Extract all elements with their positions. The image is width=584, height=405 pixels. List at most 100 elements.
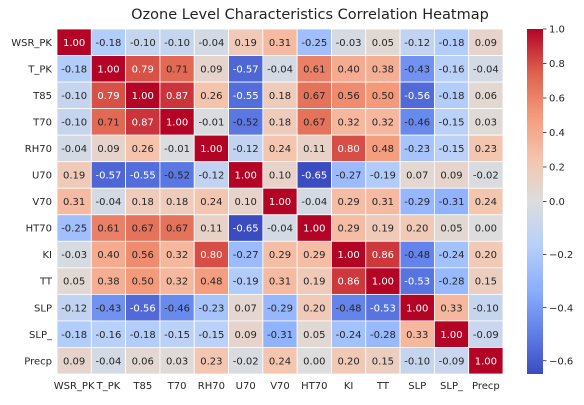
heatmap-cell — [90, 28, 127, 56]
cell-value-label: 0.86 — [372, 250, 394, 261]
cell-value-label: 0.18 — [132, 197, 154, 208]
cell-value-label: -0.18 — [439, 38, 465, 49]
cell-value-label: -0.04 — [267, 224, 293, 235]
heatmap-cell — [159, 240, 195, 269]
cell-value-label: 0.56 — [132, 250, 154, 261]
cell-value-label: -0.04 — [301, 197, 327, 208]
cell-value-label: 0.03 — [475, 117, 497, 128]
heatmap-cell — [90, 161, 127, 189]
cell-value-label: -0.15 — [164, 330, 190, 341]
cell-value-label: -0.09 — [473, 330, 499, 341]
cell-value-label: -0.29 — [267, 303, 293, 314]
cell-value-label: 0.24 — [200, 197, 222, 208]
heatmap-cell — [159, 161, 195, 189]
heatmap-cell — [193, 81, 229, 110]
cell-value-label: 0.06 — [475, 91, 497, 102]
heatmap-cell — [228, 214, 264, 242]
cell-value-label: -0.46 — [404, 117, 430, 128]
cell-value-label: -0.02 — [233, 356, 259, 367]
cell-value-label: -0.04 — [96, 356, 122, 367]
cell-value-label: 0.24 — [269, 356, 291, 367]
cell-value-label: -0.57 — [96, 171, 122, 182]
heatmap-cell — [125, 161, 161, 189]
cell-value-label: -0.65 — [233, 224, 259, 235]
colorbar-tick-label: 0.6 — [549, 94, 565, 105]
cell-value-label: 0.86 — [337, 277, 359, 288]
heatmap-cell — [193, 187, 229, 216]
cell-value-label: 0.29 — [269, 250, 291, 261]
cell-value-label: 0.38 — [372, 64, 394, 75]
cell-value-label: 0.20 — [406, 224, 428, 235]
heatmap-cell — [228, 28, 264, 56]
cell-value-label: 0.48 — [372, 144, 394, 155]
heatmap-cell — [262, 108, 298, 136]
colorbar-tick-label: 0.0 — [549, 197, 565, 208]
cell-value-label: 0.09 — [440, 171, 462, 182]
heatmap-cell — [433, 347, 470, 375]
heatmap-cell — [468, 187, 504, 216]
heatmap-cell — [433, 293, 470, 322]
cell-value-label: -0.53 — [370, 303, 396, 314]
cell-value-label: -0.18 — [61, 330, 87, 341]
row-tick-label: V70 — [32, 197, 52, 208]
heatmap-cell — [262, 55, 298, 83]
heatmap-cell — [468, 134, 504, 163]
column-tick-label: T70 — [167, 381, 187, 392]
column-tick-label: SLP_ — [440, 381, 464, 392]
cell-value-label: 1.00 — [166, 117, 188, 128]
heatmap-cell — [193, 214, 229, 242]
heatmap-cell — [365, 108, 401, 136]
heatmap-cell — [296, 161, 332, 189]
cell-value-label: -0.16 — [96, 330, 122, 341]
heatmap-cell — [331, 187, 367, 216]
colorbar-tick-label: 0.8 — [549, 59, 565, 70]
cell-value-label: -0.28 — [370, 330, 396, 341]
cell-value-label: -0.52 — [233, 117, 259, 128]
heatmap-cell — [193, 267, 229, 295]
cell-value-label: 0.50 — [132, 277, 154, 288]
cell-value-label: 0.05 — [303, 330, 325, 341]
row-tick-label: TT — [39, 277, 53, 288]
heatmap-cell — [228, 267, 264, 295]
cell-value-label: -0.28 — [439, 277, 465, 288]
column-tick-label: T_PK — [96, 381, 121, 392]
heatmap-cell — [56, 28, 92, 56]
heatmap-cell — [468, 81, 504, 110]
heatmap-cell — [125, 187, 161, 216]
heatmap-cell — [296, 28, 332, 56]
cell-value-label: -0.25 — [61, 224, 87, 235]
cell-value-label: -0.19 — [370, 171, 396, 182]
cell-value-label: -0.55 — [130, 171, 156, 182]
row-tick-label: Precp — [24, 356, 52, 367]
heatmap-cell — [468, 214, 504, 242]
cell-value-label: -0.01 — [164, 144, 190, 155]
row-tick-label: RH70 — [25, 144, 52, 155]
heatmap-cell — [90, 134, 127, 163]
cell-value-label: -0.29 — [404, 197, 430, 208]
cell-value-label: 0.00 — [303, 356, 325, 367]
cell-value-label: 0.19 — [63, 171, 85, 182]
chart-title: Ozone Level Characteristics Correlation … — [131, 7, 489, 23]
heatmap-cell — [159, 55, 195, 83]
heatmap-cell — [159, 187, 195, 216]
heatmap-cell — [365, 267, 401, 295]
cell-value-label: 0.18 — [166, 197, 188, 208]
cell-value-label: 0.18 — [269, 117, 291, 128]
cell-value-label: -0.18 — [61, 64, 87, 75]
cell-value-label: -0.10 — [130, 38, 156, 49]
heatmap-cell — [56, 240, 92, 269]
cell-value-label: 0.61 — [303, 64, 325, 75]
cell-value-label: 0.19 — [372, 224, 394, 235]
heatmap-cell — [433, 161, 470, 189]
cell-value-label: -0.15 — [439, 144, 465, 155]
cell-value-label: 0.19 — [303, 277, 325, 288]
heatmap-cells — [56, 28, 504, 375]
row-tick-label: U70 — [32, 171, 52, 182]
column-tick-label: U70 — [236, 381, 256, 392]
cell-value-label: -0.65 — [301, 171, 327, 182]
row-tick-labels: WSR_PK T_PK T85 T70 RH70 U70 V70 HT70 KI TT SLP SLP… — [11, 38, 53, 367]
cell-value-label: 1.00 — [303, 224, 325, 235]
cell-value-label: -0.15 — [439, 117, 465, 128]
column-tick-label: KI — [344, 381, 354, 392]
cell-value-label: 0.33 — [440, 303, 462, 314]
